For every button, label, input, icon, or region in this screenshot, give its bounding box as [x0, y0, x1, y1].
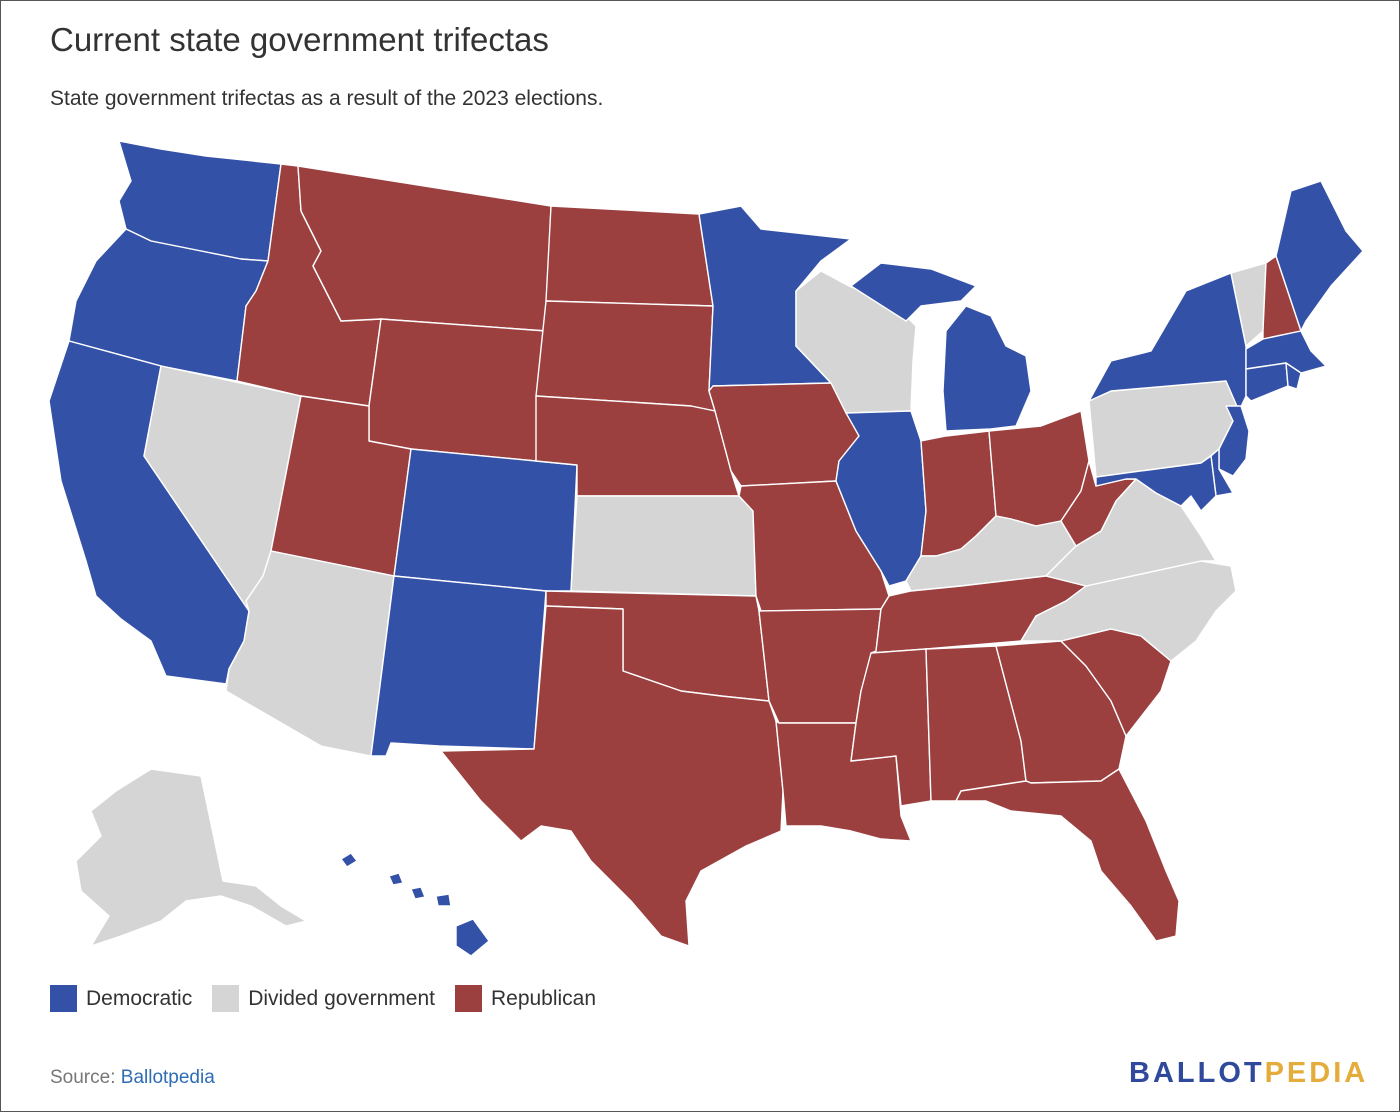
- state-CO[interactable]: [393, 448, 578, 592]
- legend-swatch-republican: [454, 985, 482, 1012]
- legend: Democratic Divided government Republican: [50, 985, 616, 1012]
- state-ME[interactable]: [1275, 180, 1364, 332]
- state-MI[interactable]: [850, 262, 1032, 432]
- logo-part2: PEDIA: [1264, 1057, 1369, 1089]
- state-FL[interactable]: [955, 768, 1180, 942]
- state-SD[interactable]: [535, 300, 716, 412]
- legend-label-republican: Republican: [490, 986, 597, 1010]
- legend-item-democratic: Democratic: [50, 985, 192, 1012]
- source-link[interactable]: Ballotpedia: [120, 1067, 215, 1088]
- state-WY[interactable]: [368, 318, 547, 462]
- page-subtitle: State government trifectas as a result o…: [50, 87, 604, 110]
- logo-part1: BALLOT: [1129, 1057, 1265, 1089]
- state-TX[interactable]: [440, 605, 784, 947]
- state-NJ[interactable]: [1218, 405, 1250, 477]
- source-prefix: Source:: [50, 1067, 116, 1088]
- page-title: Current state government trifectas: [50, 21, 549, 58]
- state-ND[interactable]: [545, 205, 714, 307]
- state-HI[interactable]: [340, 852, 490, 957]
- state-MD[interactable]: [1095, 455, 1217, 512]
- state-CT[interactable]: [1245, 362, 1289, 402]
- legend-swatch-democratic: [50, 985, 77, 1012]
- legend-label-democratic: Democratic: [86, 986, 193, 1010]
- source-line: Source: Ballotpedia: [50, 1067, 215, 1089]
- legend-item-republican: Republican: [454, 985, 597, 1012]
- state-IA[interactable]: [708, 382, 860, 487]
- legend-swatch-divided: [212, 985, 240, 1012]
- state-NC[interactable]: [1020, 560, 1237, 662]
- state-AK[interactable]: [75, 768, 307, 947]
- legend-item-divided: Divided government: [212, 985, 435, 1012]
- state-NM[interactable]: [370, 575, 547, 757]
- state-KS[interactable]: [570, 495, 757, 597]
- ballotpedia-logo: BALLOTPEDIA: [1129, 1057, 1368, 1090]
- state-RI[interactable]: [1285, 362, 1302, 390]
- legend-label-divided: Divided government: [248, 986, 435, 1010]
- state-MT[interactable]: [297, 165, 552, 332]
